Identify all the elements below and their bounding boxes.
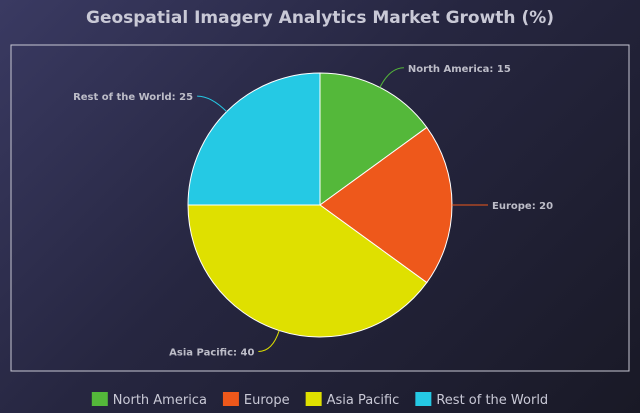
- pie-slice-asia-pacific[interactable]: [187, 204, 428, 338]
- legend-label-north-america: North America: [113, 393, 207, 408]
- legend-label-europe: Europe: [244, 393, 290, 408]
- slice-label-rest-of-the-world: Rest of the World: 25: [73, 92, 193, 103]
- slice-labels: North America: 15 Europe: 20 Asia Pacific:…: [73, 64, 553, 359]
- slice-label-europe: Europe: 20: [492, 201, 553, 212]
- legend-item-north-america[interactable]: North America: [91, 392, 207, 408]
- leader-line-rest-of-the-world: [197, 95, 228, 113]
- legend-item-europe[interactable]: Europe: [222, 392, 290, 408]
- slice-label-asia-pacific: Asia Pacific: 40: [169, 347, 254, 358]
- plot-area-border: [10, 44, 630, 372]
- chart-title: Geospatial Imagery Analytics Market Grow…: [86, 8, 554, 28]
- legend-swatch-asia-pacific: [305, 392, 322, 406]
- legend-swatch-rest-of-the-world: [415, 392, 432, 406]
- leader-line-asia-pacific: [258, 330, 280, 352]
- slice-label-north-america: North America: 15: [408, 64, 511, 75]
- pie-slices: [187, 72, 453, 338]
- legend-label-rest-of-the-world: Rest of the World: [436, 393, 548, 408]
- leader-line-north-america: [379, 67, 404, 88]
- pie-slice-rest-of-the-world[interactable]: [187, 72, 321, 206]
- legend: North America Europe Asia Pacific Rest of t…: [91, 392, 548, 408]
- pie-slice-north-america[interactable]: [319, 72, 428, 206]
- legend-label-asia-pacific: Asia Pacific: [327, 393, 400, 408]
- legend-item-rest-of-the-world[interactable]: Rest of the World: [415, 392, 548, 408]
- legend-item-asia-pacific[interactable]: Asia Pacific: [305, 392, 400, 408]
- legend-swatch-north-america: [91, 392, 108, 406]
- legend-swatch-europe: [222, 392, 239, 406]
